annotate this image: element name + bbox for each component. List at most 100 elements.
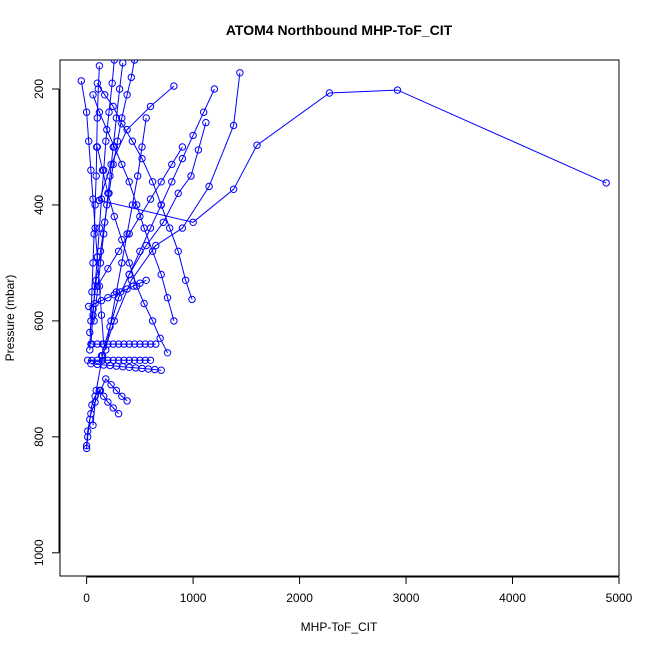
data-point [107, 381, 115, 389]
data-point [114, 247, 123, 256]
data-point [130, 340, 139, 348]
data-point [77, 77, 86, 85]
data-point [170, 82, 178, 90]
data-point [92, 172, 100, 180]
data-point [123, 285, 131, 293]
x-tick-label: 1000 [180, 591, 207, 605]
data-point [102, 346, 110, 354]
data-point [138, 143, 146, 151]
data-point [138, 154, 146, 163]
data-point [229, 121, 238, 130]
data-point [119, 60, 127, 67]
data-point [100, 166, 108, 174]
data-point [146, 224, 155, 232]
data-point [146, 195, 155, 203]
data-point [174, 247, 182, 256]
data-point [189, 218, 197, 227]
data-point [170, 317, 178, 325]
data-point [125, 178, 133, 186]
data-point [130, 60, 139, 64]
x-tick-label: 3000 [393, 591, 420, 605]
data-point [112, 114, 121, 122]
data-point [102, 375, 110, 383]
x-tick-label: 4000 [499, 591, 526, 605]
data-point [118, 236, 126, 244]
data-point [140, 299, 148, 308]
data-point [93, 114, 102, 122]
data-point [94, 85, 103, 93]
y-tick-label: 1000 [32, 539, 46, 566]
series-line [101, 122, 207, 356]
data-point [89, 259, 97, 267]
x-axis: 0 1000 2000 3000 4000 5000 [83, 576, 633, 605]
data-point [181, 276, 190, 284]
series-line [90, 60, 115, 345]
data-point [93, 143, 101, 151]
data-point [100, 392, 108, 400]
data-point [229, 185, 238, 194]
x-axis-label: MHP-ToF_CIT [301, 620, 378, 634]
data-point [88, 288, 96, 296]
data-point [82, 444, 91, 453]
plot-area [77, 60, 610, 453]
data-point [141, 340, 149, 348]
data-point [129, 282, 138, 290]
data-point [142, 114, 150, 122]
data-point [86, 415, 94, 424]
data-point [109, 404, 117, 412]
data-point [194, 146, 203, 154]
x-tick-label: 5000 [606, 591, 633, 605]
data-point [89, 195, 97, 203]
data-point [178, 143, 187, 151]
x-tick-label: 0 [83, 591, 90, 605]
data-point [168, 178, 176, 186]
series-line [92, 72, 241, 426]
data-point [82, 441, 91, 450]
data-point [128, 201, 137, 209]
data-point [85, 137, 93, 145]
data-point [97, 352, 106, 360]
data-point [110, 212, 119, 221]
data-point [90, 317, 98, 325]
data-point [141, 356, 149, 364]
data-point [93, 253, 102, 261]
data-point [82, 108, 91, 116]
series-2 [89, 69, 244, 429]
data-point [125, 270, 133, 279]
data-point [125, 356, 133, 364]
data-point [236, 69, 244, 77]
series-17 [102, 114, 150, 354]
series-line [128, 88, 215, 275]
data-point [118, 114, 126, 122]
data-point [134, 172, 142, 180]
data-point [86, 346, 94, 354]
data-point [178, 154, 187, 163]
data-point [148, 317, 157, 325]
data-point [104, 265, 112, 273]
data-point [148, 247, 157, 256]
data-point [125, 259, 133, 267]
data-point [110, 60, 118, 64]
data-point [105, 189, 113, 198]
data-point [105, 108, 113, 116]
y-axis: 200 400 600 800 1000 [32, 79, 60, 566]
data-point [157, 178, 165, 186]
data-point [91, 224, 99, 232]
data-point [393, 86, 402, 94]
data-point [157, 201, 165, 209]
series-line [96, 82, 193, 300]
data-point [118, 160, 126, 169]
series-19 [125, 85, 219, 279]
data-point [136, 340, 144, 348]
data-point [188, 295, 196, 304]
data-point [107, 317, 115, 325]
data-point [148, 178, 157, 186]
y-tick-label: 400 [32, 195, 46, 215]
series-6 [93, 143, 172, 357]
data-point [118, 259, 126, 267]
data-point [114, 340, 123, 348]
data-point [187, 172, 195, 180]
data-point [87, 166, 95, 174]
data-point [87, 360, 95, 368]
